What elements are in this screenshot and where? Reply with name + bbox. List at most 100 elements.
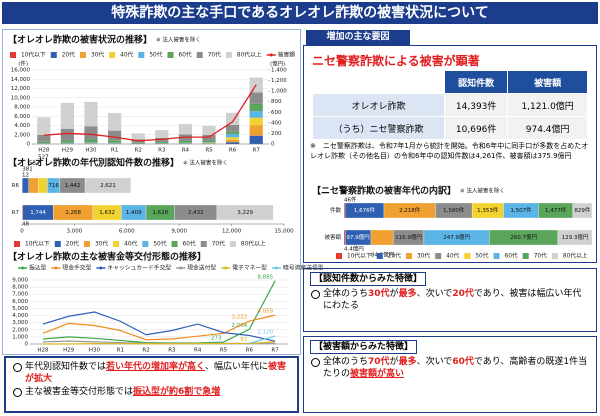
legend-swatch [83, 241, 90, 247]
legend-label: 被害額 [278, 51, 296, 59]
value-label: 1,744 [30, 210, 46, 216]
bar-segment [84, 139, 98, 143]
bar-segment [202, 142, 216, 143]
x-tick-label: R2 [142, 348, 149, 354]
y2-tick-label: 1,200 [271, 78, 287, 84]
emphasis-text: 70代 [368, 357, 390, 367]
y-tick-label: 2,000 [12, 327, 28, 333]
table-row: オレオレ詐欺 14,393件 1,121.0億円 [311, 93, 588, 117]
bar-segment [178, 142, 193, 144]
y-tick-label: 2,000 [14, 132, 30, 138]
x-tick-label: R6 [246, 348, 254, 354]
bar-segment [225, 131, 240, 134]
text: 全体のうち [323, 289, 369, 299]
x-tick-label: H28 [37, 348, 49, 354]
bar-segment [60, 142, 75, 144]
bar-segment [178, 124, 193, 135]
y-tick-label: 8,000 [12, 285, 28, 291]
summary-table: 認知件数 被害額 オレオレ詐欺 14,393件 1,121.0億円 （うち）ニセ… [311, 70, 588, 140]
legend-swatch [376, 253, 383, 259]
bar-segment [155, 142, 169, 144]
text: であり、被害は幅広い年代にわたる [323, 289, 582, 311]
x-tick-label: H29 [63, 348, 75, 354]
x-tick-label: H29 [62, 148, 74, 154]
y-tick-label: 16,000 [11, 68, 31, 74]
legend-swatch [464, 253, 471, 259]
text: 全体のうち [323, 357, 369, 367]
y2-tick-label: 1,000 [271, 89, 287, 95]
bar-segment [249, 103, 263, 112]
legend-label: 30代 [91, 51, 104, 59]
bar-segment [84, 177, 131, 194]
text: であり、高齢者の既遂1件当たりの [323, 357, 588, 379]
legend-label: 70代 [212, 240, 225, 248]
legend-swatch [229, 241, 236, 247]
bar-segment [131, 133, 145, 140]
row-header: オレオレ詐欺 [311, 93, 446, 117]
bar-segment [155, 130, 169, 138]
line [43, 84, 257, 142]
bar-segment [84, 101, 98, 127]
y-tick-label: 7,000 [12, 292, 28, 298]
emphasis-text: 振込型が約6割で急増 [133, 387, 221, 397]
y-tick-label: 0 [27, 142, 31, 148]
bar-segment [107, 140, 122, 143]
y-tick-label: 6,000 [14, 114, 30, 120]
bar-segment [557, 229, 593, 246]
bar-segment [225, 124, 240, 132]
value-label: 1,628 [152, 210, 168, 216]
legend-label: 20代 [388, 252, 401, 260]
bullet [13, 363, 22, 372]
legend-label: 50代 [475, 252, 488, 260]
y-tick-label: 5,000 [12, 306, 28, 312]
bar-segment [107, 130, 122, 141]
legend-label: 20代 [62, 51, 75, 59]
value-label: 716 [48, 183, 59, 189]
legend-marker [224, 266, 228, 270]
value-label: 2,432 [188, 210, 204, 216]
value-label: 1,442 [65, 183, 81, 189]
value-label: 129.3億円 [562, 233, 589, 241]
value-label: 1,477件 [545, 206, 567, 214]
summary-item: 年代別認知件数では若い年代の増加率が高く、幅広い年代に被害が拡大 [12, 361, 291, 385]
legend-swatch [225, 52, 232, 58]
x-tick-label: R1 [117, 348, 124, 354]
value-label: 12 [22, 173, 29, 179]
table-cell: 974.4億円 [507, 116, 588, 140]
bar-segment [202, 140, 216, 143]
value-label: 82 [240, 337, 247, 343]
legend-label: 30代 [95, 240, 108, 248]
legend-swatch [10, 52, 16, 58]
chart-note: ※ 法人被害を除く [183, 159, 228, 167]
value-label: 273 [211, 336, 222, 342]
table-row: （うち）ニセ警察詐欺 10,696件 974.4億円 [311, 116, 588, 140]
text: 、次いで [416, 289, 453, 299]
table-cell: 10,696件 [444, 116, 509, 140]
bar-segment [28, 177, 39, 194]
y2-tick-label: 400 [271, 120, 282, 126]
value-label: 1,353件 [477, 206, 499, 214]
legend-marker [21, 266, 24, 270]
y2-tick-label: 600 [271, 110, 282, 116]
feature-box: 【被害額からみた特徴】 全体のうち70代が最多、次いで60代であり、高齢者の既遂1… [303, 336, 597, 413]
bar-segment [370, 229, 394, 246]
legend-label: 70代 [534, 252, 547, 260]
bar-segment [60, 102, 75, 129]
bullet [13, 388, 22, 397]
y-tick-label: 6,000 [12, 299, 28, 305]
bar-segment [60, 140, 75, 143]
legend-label: 70代 [208, 51, 221, 59]
text: 、幅広い年代に [205, 362, 269, 372]
bar-segment [131, 142, 145, 144]
legend-swatch [493, 253, 500, 259]
bar-segment [216, 204, 274, 221]
legend-marker [274, 266, 278, 270]
text: が [389, 357, 399, 367]
category-label: 件数 [330, 206, 342, 214]
bar-segment [37, 117, 51, 135]
text: が [389, 289, 399, 299]
y-tick-label: 8,000 [14, 105, 30, 111]
legend-label: 80代以上 [237, 51, 262, 59]
bar-segment [22, 177, 30, 194]
feature-title: 【認知件数からみた特徴】 [310, 272, 427, 286]
